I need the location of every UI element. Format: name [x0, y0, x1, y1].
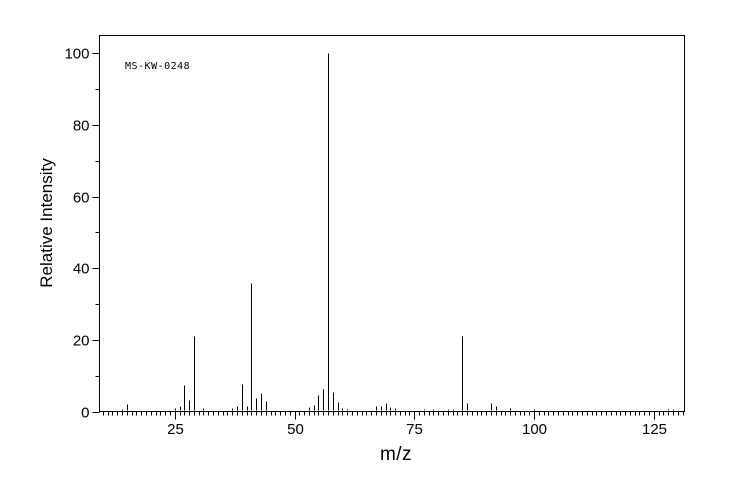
y-tick-label: 60: [73, 190, 90, 207]
y-tick-label: 0: [81, 405, 89, 422]
x-tick-label: 50: [287, 421, 304, 438]
x-tick-label: 75: [406, 421, 423, 438]
y-tick-label: 40: [73, 261, 90, 278]
x-axis-title: m/z: [379, 444, 413, 465]
y-tick-label: 100: [64, 46, 89, 63]
y-axis-title: Relative Intensity: [37, 158, 56, 288]
x-tick-label: 25: [167, 421, 184, 438]
y-tick-label: 80: [73, 118, 90, 135]
x-tick-label: 125: [642, 421, 667, 438]
x-tick-label: 100: [522, 421, 547, 438]
spectrum-id-label: MS-KW-0248: [125, 61, 191, 72]
plot-border: [99, 35, 685, 412]
y-tick-label: 20: [73, 333, 90, 350]
